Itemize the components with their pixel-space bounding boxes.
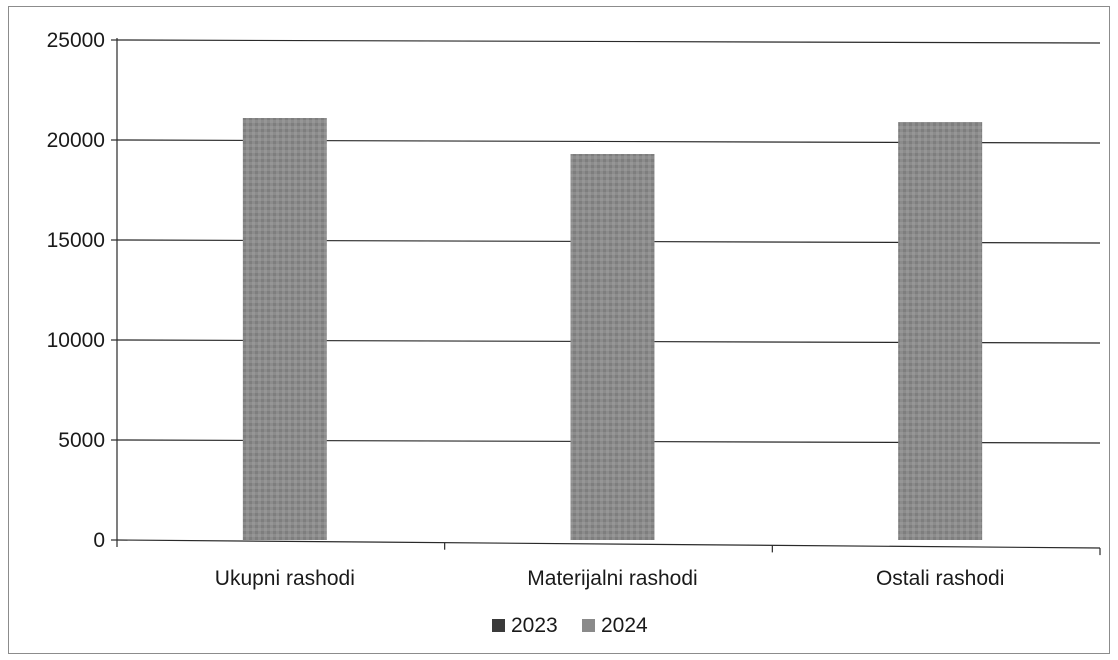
bar-2024-1 bbox=[570, 154, 655, 540]
legend: 2023 2024 bbox=[492, 614, 648, 637]
legend-swatch bbox=[492, 619, 505, 632]
bar-2024-0 bbox=[242, 118, 327, 540]
y-tick-label: 5000 bbox=[58, 429, 105, 452]
gridline bbox=[116, 39, 1101, 44]
bar-2024-2 bbox=[898, 122, 983, 540]
axes bbox=[111, 38, 1101, 556]
legend-label: 2023 bbox=[511, 614, 558, 637]
x-tick-label: Ukupni rashodi bbox=[215, 567, 355, 590]
y-tick-label: 20000 bbox=[47, 129, 105, 152]
y-tick-label: 15000 bbox=[47, 229, 105, 252]
y-tick-label: 10000 bbox=[47, 329, 105, 352]
x-axis-line bbox=[116, 539, 1101, 549]
y-tick-labels: 0 5000 10000 15000 20000 25000 bbox=[47, 29, 105, 552]
y-tick-label: 0 bbox=[93, 529, 105, 552]
x-tick-label: Materijalni rashodi bbox=[527, 567, 697, 590]
y-tick-label: 25000 bbox=[47, 29, 105, 52]
legend-label: 2024 bbox=[601, 614, 648, 637]
bars bbox=[242, 118, 983, 540]
legend-swatch bbox=[582, 619, 595, 632]
x-tick-labels: Ukupni rashodi Materijalni rashodi Ostali … bbox=[215, 567, 1005, 590]
x-tick-label: Ostali rashodi bbox=[876, 567, 1004, 590]
